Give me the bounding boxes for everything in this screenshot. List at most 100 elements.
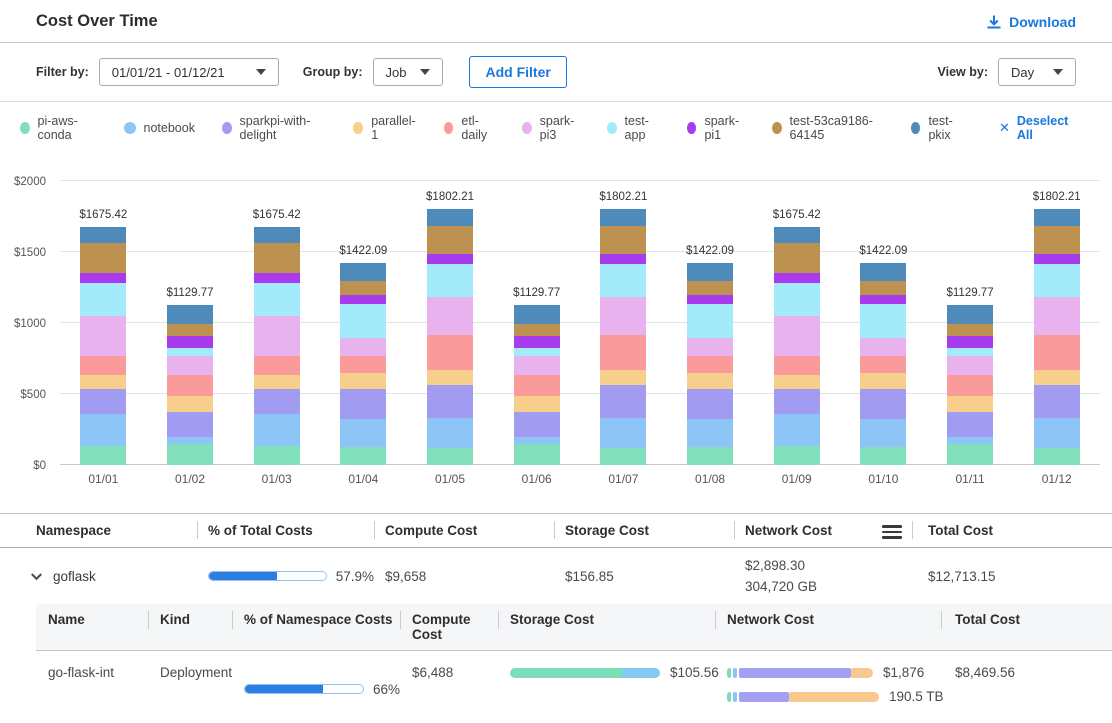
bar-segment-spark-pi3	[340, 338, 386, 355]
bar-segment-test-app	[254, 283, 300, 316]
bar-segment-test-pkix	[167, 305, 213, 324]
legend-item[interactable]: spark-pi1	[687, 114, 745, 142]
network-cost-cell: $2,898.30 304,720 GB	[734, 555, 912, 597]
legend-swatch-icon	[353, 122, 364, 134]
title-bar: Cost Over Time Download	[0, 0, 1112, 43]
group-by-label: Group by:	[303, 65, 363, 79]
pct-namespace-fill	[245, 685, 323, 693]
bar-segment-etl-daily	[687, 356, 733, 373]
bar-segment-test-pkix	[687, 263, 733, 281]
bar-segment-etl-daily	[860, 356, 906, 373]
bar-segment	[739, 668, 851, 678]
bar-segment-test-53ca9186-64145	[340, 281, 386, 295]
legend-item[interactable]: sparkpi-with-delight	[222, 114, 326, 142]
x-axis-label: 01/03	[233, 472, 320, 486]
deselect-all-label: Deselect All	[1017, 114, 1076, 142]
workload-kind: Deployment	[148, 665, 232, 713]
date-range-value: 01/01/21 - 01/12/21	[112, 65, 225, 80]
bar-value-label: $1129.77	[946, 287, 993, 299]
legend-item[interactable]: notebook	[124, 121, 195, 135]
bar-segment-test-app	[774, 283, 820, 316]
download-button[interactable]: Download	[986, 14, 1076, 30]
stacked-bar	[514, 305, 560, 465]
column-settings-icon[interactable]	[882, 522, 902, 542]
workload-row[interactable]: go-flask-int Deployment 66% $6,488 $105.…	[36, 651, 1112, 723]
bar-segment-etl-daily	[1034, 335, 1080, 370]
bar-segment-pi-aws-conda	[167, 444, 213, 465]
bar-segment-notebook	[1034, 418, 1080, 448]
bar-segment-test-53ca9186-64145	[600, 226, 646, 254]
bar-segment-test-53ca9186-64145	[80, 243, 126, 273]
bar-segment-sparkpi-with-delight	[427, 385, 473, 418]
bar-segment	[739, 692, 789, 702]
workload-name: go-flask-int	[36, 665, 148, 713]
stacked-bar	[774, 227, 820, 465]
compute-cost-value: $9,658	[374, 569, 554, 584]
workload-network-cell: $1,876 190.5 TB	[715, 665, 941, 713]
bar-segment-spark-pi3	[514, 356, 560, 376]
view-by-select[interactable]: Day	[998, 58, 1076, 86]
bar-segment-test-pkix	[427, 209, 473, 226]
bar-segment-spark-pi3	[687, 338, 733, 355]
bar-segment-sparkpi-with-delight	[80, 389, 126, 415]
expand-chevron-icon[interactable]	[30, 570, 43, 583]
column-header-namespace: Namespace	[0, 514, 197, 547]
bar-value-label: $1422.09	[339, 245, 387, 257]
bar-segment-test-app	[600, 264, 646, 296]
bar-value-label: $1802.21	[1033, 191, 1081, 203]
add-filter-button[interactable]: Add Filter	[469, 56, 566, 88]
pct-namespace-cell: 66%	[232, 665, 400, 713]
bar-value-label: $1422.09	[859, 245, 907, 257]
bar-segment-test-53ca9186-64145	[687, 281, 733, 295]
bar-segment-notebook	[254, 414, 300, 445]
bar-value-label: $1129.77	[513, 287, 560, 299]
bar-group: $1802.21	[1013, 191, 1100, 465]
bar-segment-spark-pi3	[860, 338, 906, 355]
bar-segment-parallel-1	[167, 396, 213, 412]
x-axis-label: 01/11	[927, 472, 1014, 486]
bar-segment	[733, 668, 737, 678]
workload-network-dollars: $1,876	[883, 665, 924, 680]
download-label: Download	[1009, 14, 1076, 30]
stacked-bar	[427, 209, 473, 465]
bar-segment-sparkpi-with-delight	[687, 389, 733, 419]
pct-total-cell: 57.9%	[197, 569, 374, 584]
bar-segment-spark-pi3	[427, 297, 473, 335]
x-axis-label: 01/04	[320, 472, 407, 486]
workload-network-volume: 190.5 TB	[889, 689, 944, 704]
chart-xlabels: 01/0101/0201/0301/0401/0501/0601/0701/08…	[60, 472, 1100, 486]
legend-item[interactable]: pi-aws-conda	[20, 114, 97, 142]
legend-item[interactable]: test-pkix	[911, 114, 965, 142]
column-header-network: Network Cost	[734, 514, 912, 547]
legend-swatch-icon	[772, 122, 782, 134]
bar-segment-test-app	[427, 264, 473, 296]
legend-item[interactable]: etl-daily	[444, 114, 495, 142]
network-cost-volume: 304,720 GB	[745, 576, 912, 597]
legend-item[interactable]: test-53ca9186-64145	[772, 114, 884, 142]
bar-segment-test-app	[947, 348, 993, 356]
bar-segment-test-app	[80, 283, 126, 316]
legend-label: parallel-1	[371, 114, 417, 142]
bar-segment-spark-pi3	[254, 316, 300, 356]
bar-segment	[789, 692, 879, 702]
table-row[interactable]: goflask 57.9% $9,658 $156.85 $2,898.30 3…	[0, 548, 1112, 604]
bar-segment-etl-daily	[254, 356, 300, 375]
stacked-bar	[254, 227, 300, 465]
deselect-all-button[interactable]: ✕ Deselect All	[999, 114, 1076, 142]
legend-item[interactable]: parallel-1	[353, 114, 417, 142]
legend-item[interactable]: spark-pi3	[522, 114, 580, 142]
bar-segment-spark-pi1	[600, 254, 646, 264]
namespace-cell: goflask	[0, 569, 197, 584]
group-by-select[interactable]: Job	[373, 58, 444, 86]
bar-segment-pi-aws-conda	[514, 444, 560, 465]
bar-segment	[733, 692, 737, 702]
date-range-select[interactable]: 01/01/21 - 01/12/21	[99, 58, 279, 86]
bar-segment-spark-pi3	[947, 356, 993, 376]
namespace-table-header: Namespace % of Total Costs Compute Cost …	[0, 514, 1112, 548]
bar-group: $1675.42	[60, 209, 147, 465]
legend-item[interactable]: test-app	[607, 114, 660, 142]
bar-segment-sparkpi-with-delight	[514, 412, 560, 437]
bar-segment	[727, 692, 731, 702]
network-cost-bar-volume	[727, 692, 879, 702]
y-axis-tick-label: $1500	[0, 247, 46, 259]
